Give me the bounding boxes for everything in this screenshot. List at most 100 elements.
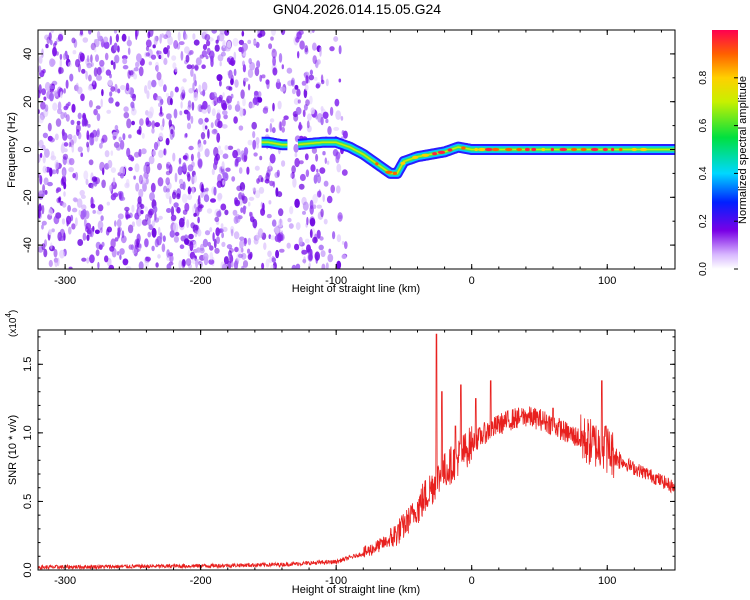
noise-blob	[270, 264, 275, 269]
noise-blob	[240, 247, 244, 253]
noise-blob	[110, 60, 114, 66]
noise-blob	[315, 113, 318, 120]
noise-blob	[309, 95, 313, 105]
noise-blob	[67, 205, 71, 212]
noise-blob	[86, 141, 90, 148]
noise-blob	[268, 161, 272, 170]
snr-series-line	[38, 333, 675, 570]
noise-blob	[187, 173, 191, 182]
noise-blob	[145, 256, 151, 262]
noise-blob	[186, 111, 191, 121]
noise-blob	[218, 209, 222, 217]
noise-blob	[149, 192, 155, 201]
noise-blob	[63, 148, 68, 153]
noise-blob	[209, 227, 213, 233]
noise-blob	[227, 104, 232, 111]
noise-blob	[304, 153, 309, 161]
noise-blob	[168, 119, 172, 128]
noise-blob	[213, 128, 217, 134]
noise-blob	[52, 46, 57, 57]
snr-multiplier: (x104)	[4, 310, 19, 337]
noise-blob	[235, 214, 241, 223]
noise-blob	[86, 55, 90, 63]
noise-blob	[117, 45, 120, 53]
noise-blob	[247, 248, 251, 254]
noise-blob	[119, 248, 125, 255]
noise-blob	[146, 90, 150, 100]
noise-blob	[70, 119, 75, 125]
noise-blob	[340, 116, 344, 121]
noise-blob	[295, 106, 302, 115]
noise-blob	[219, 61, 222, 67]
x-tick-label: -100	[325, 275, 347, 287]
noise-blob	[145, 177, 149, 185]
noise-blob	[216, 132, 221, 143]
noise-blob	[177, 31, 181, 42]
noise-blob	[202, 121, 206, 132]
noise-blob	[257, 228, 264, 238]
noise-blob	[234, 158, 239, 167]
noise-blob	[203, 194, 210, 203]
noise-blob	[110, 167, 116, 174]
noise-blob	[328, 248, 332, 254]
noise-blob	[67, 133, 73, 140]
noise-blob	[170, 214, 177, 221]
noise-blob	[176, 206, 181, 214]
noise-blob	[206, 208, 213, 214]
noise-blob	[293, 113, 299, 122]
noise-blob	[263, 242, 267, 250]
noise-blob	[92, 225, 95, 232]
noise-blob	[197, 143, 204, 152]
colorbar-tick-label: 0.8	[698, 70, 709, 84]
noise-blob	[165, 177, 170, 186]
noise-blob	[320, 74, 324, 83]
noise-blob	[151, 227, 157, 238]
noise-blob	[81, 68, 86, 74]
noise-blob	[211, 168, 215, 175]
noise-blob	[76, 120, 81, 126]
noise-blob	[163, 57, 168, 66]
noise-blob	[311, 30, 315, 33]
noise-blob	[261, 262, 265, 269]
noise-blob	[88, 100, 93, 108]
noise-blob	[233, 68, 237, 76]
noise-blob	[223, 114, 228, 120]
noise-blob	[210, 58, 214, 68]
noise-blob	[144, 238, 149, 248]
noise-blob	[53, 215, 60, 225]
noise-blob	[272, 67, 278, 76]
noise-blob	[303, 256, 306, 265]
noise-blob	[171, 55, 177, 61]
noise-blob	[173, 202, 179, 208]
noise-blob	[168, 164, 173, 174]
noise-blob	[243, 154, 247, 162]
noise-blob	[131, 155, 135, 162]
noise-blob	[271, 257, 276, 263]
noise-blob	[179, 244, 185, 249]
noise-blob	[197, 195, 201, 205]
noise-blob	[207, 241, 212, 247]
noise-blob	[172, 191, 177, 200]
noise-blob	[326, 195, 333, 204]
noise-blob	[327, 126, 332, 135]
noise-blob	[65, 103, 69, 109]
noise-blob	[269, 118, 275, 123]
noise-blob	[230, 225, 235, 234]
noise-blob	[294, 243, 300, 251]
noise-blob	[227, 145, 234, 150]
noise-blob	[162, 235, 166, 242]
noise-blob	[141, 219, 148, 226]
noise-blob	[127, 224, 134, 234]
noise-blob	[38, 65, 42, 73]
noise-blob	[173, 108, 178, 119]
noise-blob	[79, 189, 85, 197]
noise-blob	[38, 139, 44, 149]
noise-blob	[126, 147, 131, 158]
noise-blob	[216, 74, 223, 82]
signal-hotspot	[619, 147, 623, 152]
noise-blob	[238, 125, 244, 131]
noise-blob	[197, 229, 202, 237]
noise-blob	[117, 88, 121, 94]
noise-blob	[158, 132, 164, 141]
noise-blob	[293, 98, 300, 105]
